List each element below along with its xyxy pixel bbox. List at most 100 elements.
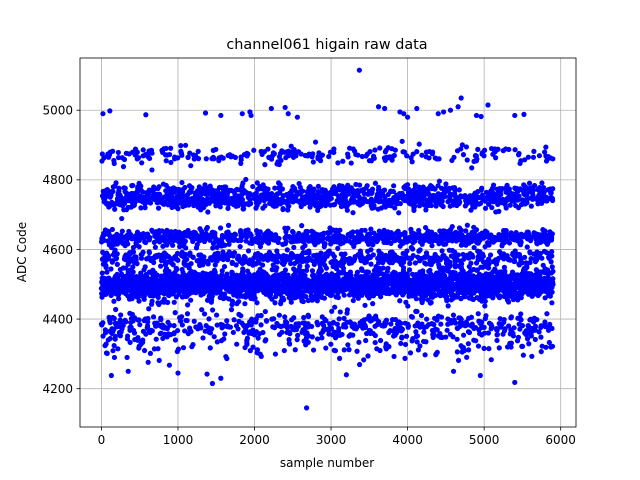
data-point bbox=[287, 341, 293, 347]
data-point bbox=[396, 210, 402, 216]
data-point bbox=[414, 149, 420, 155]
data-point bbox=[454, 349, 460, 355]
data-point bbox=[172, 310, 178, 316]
data-point bbox=[391, 353, 397, 360]
data-point bbox=[229, 259, 235, 265]
data-point bbox=[262, 308, 268, 315]
data-point bbox=[337, 227, 343, 233]
data-point bbox=[147, 350, 154, 357]
data-point bbox=[259, 262, 266, 268]
data-point bbox=[142, 264, 148, 270]
data-point bbox=[391, 152, 397, 159]
data-point bbox=[99, 270, 105, 276]
data-point bbox=[135, 334, 141, 341]
data-point bbox=[350, 210, 356, 216]
data-point bbox=[392, 205, 398, 211]
data-point bbox=[105, 253, 112, 259]
data-point bbox=[457, 199, 463, 205]
data-point bbox=[146, 155, 153, 162]
data-point bbox=[475, 146, 481, 152]
data-point bbox=[222, 331, 228, 337]
data-point bbox=[335, 160, 341, 166]
data-point bbox=[310, 159, 316, 165]
data-point bbox=[156, 184, 162, 190]
data-point bbox=[168, 229, 174, 235]
data-point bbox=[354, 269, 361, 275]
data-point bbox=[306, 250, 312, 256]
data-point bbox=[179, 152, 185, 158]
data-point bbox=[247, 201, 254, 207]
data-point bbox=[245, 151, 251, 157]
data-point bbox=[369, 186, 376, 192]
data-point bbox=[450, 312, 457, 318]
data-point bbox=[439, 198, 445, 204]
data-point bbox=[166, 268, 172, 275]
data-point bbox=[114, 261, 120, 267]
data-point bbox=[111, 160, 117, 167]
data-point bbox=[399, 138, 405, 144]
data-point bbox=[136, 298, 142, 304]
data-point bbox=[147, 234, 153, 241]
data-point bbox=[436, 156, 442, 162]
data-point bbox=[365, 353, 371, 359]
data-point bbox=[459, 261, 465, 267]
data-point bbox=[272, 300, 278, 306]
data-point bbox=[158, 317, 164, 323]
data-point bbox=[392, 147, 398, 153]
data-point bbox=[341, 292, 347, 298]
data-point bbox=[422, 352, 428, 358]
data-point bbox=[127, 339, 133, 346]
data-point bbox=[113, 180, 119, 186]
data-point bbox=[225, 222, 232, 228]
data-point bbox=[182, 251, 189, 258]
data-point bbox=[167, 151, 173, 158]
data-point bbox=[344, 207, 350, 213]
data-point bbox=[455, 252, 462, 258]
data-point bbox=[118, 312, 124, 318]
data-point bbox=[378, 294, 384, 300]
data-point bbox=[182, 142, 189, 148]
data-point bbox=[439, 248, 445, 254]
data-point bbox=[404, 182, 411, 188]
data-point bbox=[332, 348, 339, 354]
data-point bbox=[335, 294, 341, 301]
data-point bbox=[365, 269, 372, 275]
data-point bbox=[311, 186, 317, 192]
data-point bbox=[463, 228, 469, 234]
data-point bbox=[479, 185, 485, 191]
data-point bbox=[104, 269, 110, 275]
data-point bbox=[136, 317, 142, 323]
data-point bbox=[286, 203, 292, 209]
data-point bbox=[262, 203, 268, 209]
data-point bbox=[410, 253, 416, 259]
data-point bbox=[134, 261, 140, 267]
data-point bbox=[138, 183, 144, 189]
data-point bbox=[436, 178, 443, 184]
data-point bbox=[362, 323, 369, 330]
data-point bbox=[185, 154, 191, 160]
data-point bbox=[100, 320, 106, 326]
data-point bbox=[207, 330, 214, 336]
data-point bbox=[207, 345, 213, 351]
data-point bbox=[274, 259, 281, 265]
data-point bbox=[109, 226, 115, 233]
data-point bbox=[214, 339, 220, 345]
data-point bbox=[447, 263, 453, 269]
data-point bbox=[211, 334, 217, 340]
data-point bbox=[278, 157, 284, 163]
data-point bbox=[232, 232, 239, 238]
data-point bbox=[449, 224, 455, 230]
data-point bbox=[402, 355, 408, 361]
data-point bbox=[171, 299, 177, 305]
data-point bbox=[407, 260, 413, 266]
data-point bbox=[460, 152, 467, 158]
data-point bbox=[225, 257, 231, 263]
data-point bbox=[108, 266, 114, 272]
data-point bbox=[386, 344, 392, 350]
data-point bbox=[413, 296, 419, 302]
data-point bbox=[454, 336, 460, 342]
data-point bbox=[243, 176, 249, 183]
data-point bbox=[370, 252, 376, 258]
data-point bbox=[177, 244, 183, 250]
data-point bbox=[431, 331, 437, 337]
